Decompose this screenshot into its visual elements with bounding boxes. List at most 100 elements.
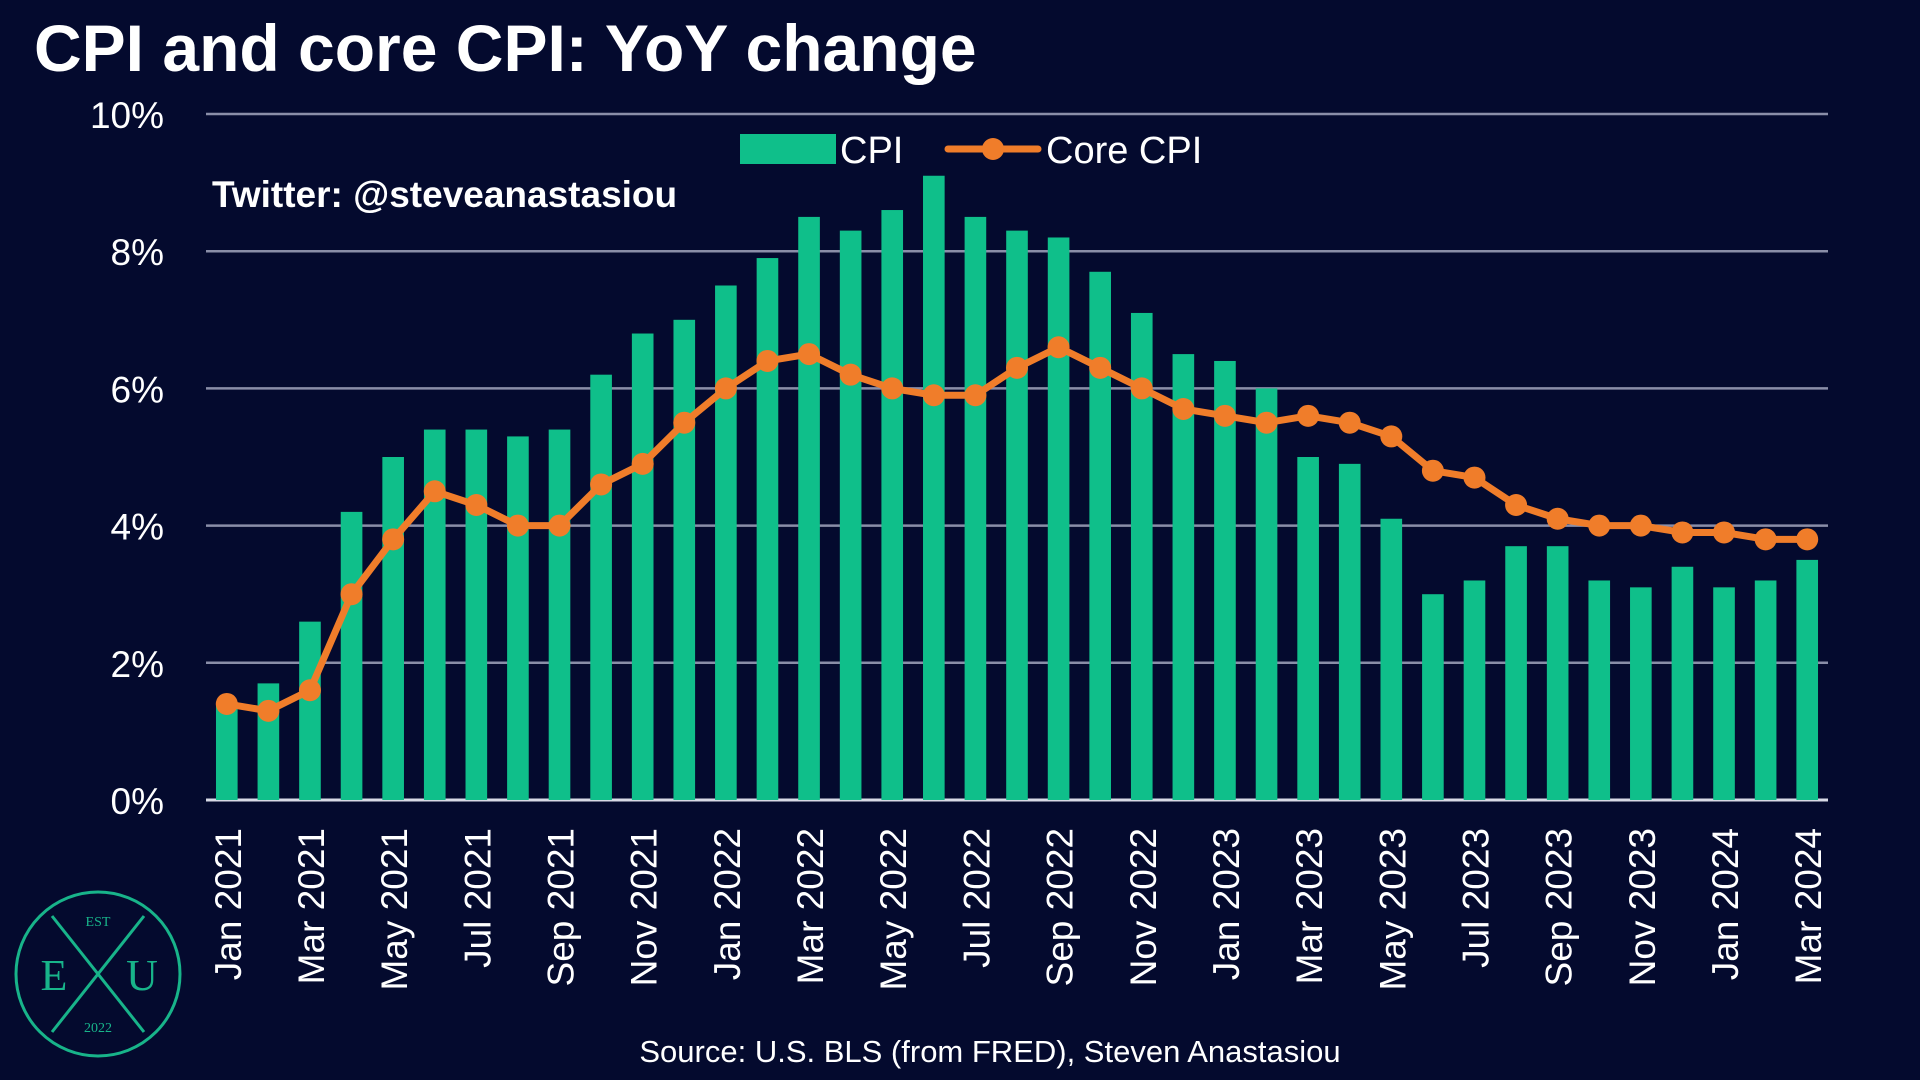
core-cpi-point <box>215 692 238 715</box>
y-tick-label: 6% <box>111 369 164 410</box>
cpi-bar <box>548 429 571 800</box>
x-tick-label: May 2023 <box>1372 828 1413 991</box>
x-tick-label: Jul 2021 <box>457 828 498 968</box>
y-tick-label: 2% <box>111 644 164 685</box>
cpi-bar <box>340 511 363 800</box>
core-cpi-point <box>714 377 737 400</box>
core-cpi-point <box>1213 404 1236 427</box>
x-tick-label: Mar 2021 <box>291 828 332 984</box>
cpi-bar <box>1130 312 1153 800</box>
x-tick-label: Mar 2022 <box>790 828 831 984</box>
cpi-bar <box>590 374 612 800</box>
core-cpi-point <box>839 363 862 386</box>
cpi-bar <box>1047 237 1070 801</box>
cpi-bar <box>1214 360 1236 800</box>
logo-bottom-text: 2022 <box>84 1021 112 1036</box>
x-tick-label: Nov 2022 <box>1123 828 1164 986</box>
cpi-bar <box>1630 587 1652 800</box>
cpi-bar <box>1338 463 1361 800</box>
twitter-handle: Twitter: @steveanastasiou <box>212 174 678 215</box>
core-cpi-point <box>1546 507 1569 530</box>
cpi-bar <box>1754 580 1777 800</box>
cpi-bar <box>756 258 779 800</box>
cpi-bar <box>1546 546 1569 800</box>
cpi-bar <box>1588 580 1611 800</box>
cpi-bar <box>1006 230 1028 800</box>
cpi-bar <box>1089 271 1111 800</box>
core-cpi-point <box>1338 411 1361 434</box>
x-tick-label: Jul 2022 <box>956 828 997 968</box>
cpi-bars <box>215 175 1819 801</box>
legend-swatch-core-marker <box>982 138 1004 160</box>
y-tick-label: 4% <box>111 507 164 548</box>
y-axis-ticks: 0% 2% 4% 6% 8% 10% <box>90 95 164 822</box>
x-tick-label: May 2022 <box>873 828 914 991</box>
core-cpi-point <box>257 699 280 722</box>
core-cpi-point <box>465 494 488 517</box>
core-cpi-point <box>1089 356 1112 379</box>
core-cpi-point <box>1671 521 1694 544</box>
x-tick-label: Jul 2023 <box>1455 828 1496 968</box>
y-tick-label: 10% <box>90 95 164 136</box>
core-cpi-point <box>673 411 696 434</box>
cpi-bar <box>881 210 904 801</box>
x-tick-label: Mar 2023 <box>1289 828 1330 984</box>
x-tick-label: Jan 2021 <box>208 828 249 980</box>
core-cpi-point <box>1297 404 1320 427</box>
logo-ring <box>14 890 182 1058</box>
cpi-bar <box>507 436 529 800</box>
cpi-bar <box>423 429 446 800</box>
cpi-bar <box>215 703 238 800</box>
cpi-bar <box>1796 559 1819 800</box>
x-tick-label: Sep 2022 <box>1040 828 1081 986</box>
core-cpi-point <box>1255 411 1278 434</box>
exu-logo: EST E U 2022 <box>14 890 182 1058</box>
cpi-bar <box>923 175 945 801</box>
core-cpi-point <box>1380 425 1403 448</box>
x-tick-label: May 2021 <box>374 828 415 991</box>
cpi-bar <box>1297 457 1319 800</box>
core-cpi-point <box>964 384 987 407</box>
cpi-bar <box>839 230 862 800</box>
x-axis-ticks: Jan 2021 Mar 2021 May 2021 Jul 2021 Sep 2021… <box>208 828 1829 991</box>
x-tick-label: Jan 2022 <box>707 828 748 980</box>
cpi-bar <box>1172 354 1195 800</box>
core-cpi-point <box>1130 377 1153 400</box>
cpi-bar <box>715 285 737 800</box>
x-tick-label: Mar 2024 <box>1788 828 1829 984</box>
cpi-bar <box>1713 587 1735 800</box>
core-cpi-point <box>631 452 654 475</box>
cpi-bar <box>1380 518 1403 800</box>
y-tick-label: 0% <box>111 781 164 822</box>
core-cpi-point <box>798 343 821 366</box>
cpi-bar <box>631 333 654 800</box>
y-tick-label: 8% <box>111 232 164 273</box>
core-cpi-point <box>1588 514 1611 537</box>
x-tick-label: Nov 2023 <box>1622 828 1663 986</box>
core-cpi-point <box>590 473 613 496</box>
logo-left-letter: E <box>41 951 68 1000</box>
core-cpi-point <box>1463 466 1486 489</box>
cpi-bar <box>1463 580 1486 800</box>
x-tick-label: Jan 2024 <box>1705 828 1746 980</box>
core-cpi-point <box>1172 397 1195 420</box>
core-cpi-point <box>1629 514 1652 537</box>
legend: CPI Core CPI <box>740 130 1202 172</box>
x-tick-label: Sep 2021 <box>541 828 582 986</box>
core-cpi-point <box>340 583 363 606</box>
cpi-bar <box>299 621 321 800</box>
core-cpi-point <box>1006 356 1028 379</box>
core-cpi-point <box>756 349 779 372</box>
core-cpi-point <box>382 528 405 551</box>
legend-label-cpi: CPI <box>840 130 903 172</box>
core-cpi-point <box>881 377 904 400</box>
cpi-bar <box>1422 594 1444 800</box>
core-cpi-point <box>1754 528 1777 551</box>
logo-right-letter: U <box>126 951 158 1000</box>
cpi-bar <box>1255 388 1278 800</box>
core-cpi-point <box>506 514 529 537</box>
cpi-bar <box>964 216 987 800</box>
core-cpi-point <box>1047 336 1070 359</box>
